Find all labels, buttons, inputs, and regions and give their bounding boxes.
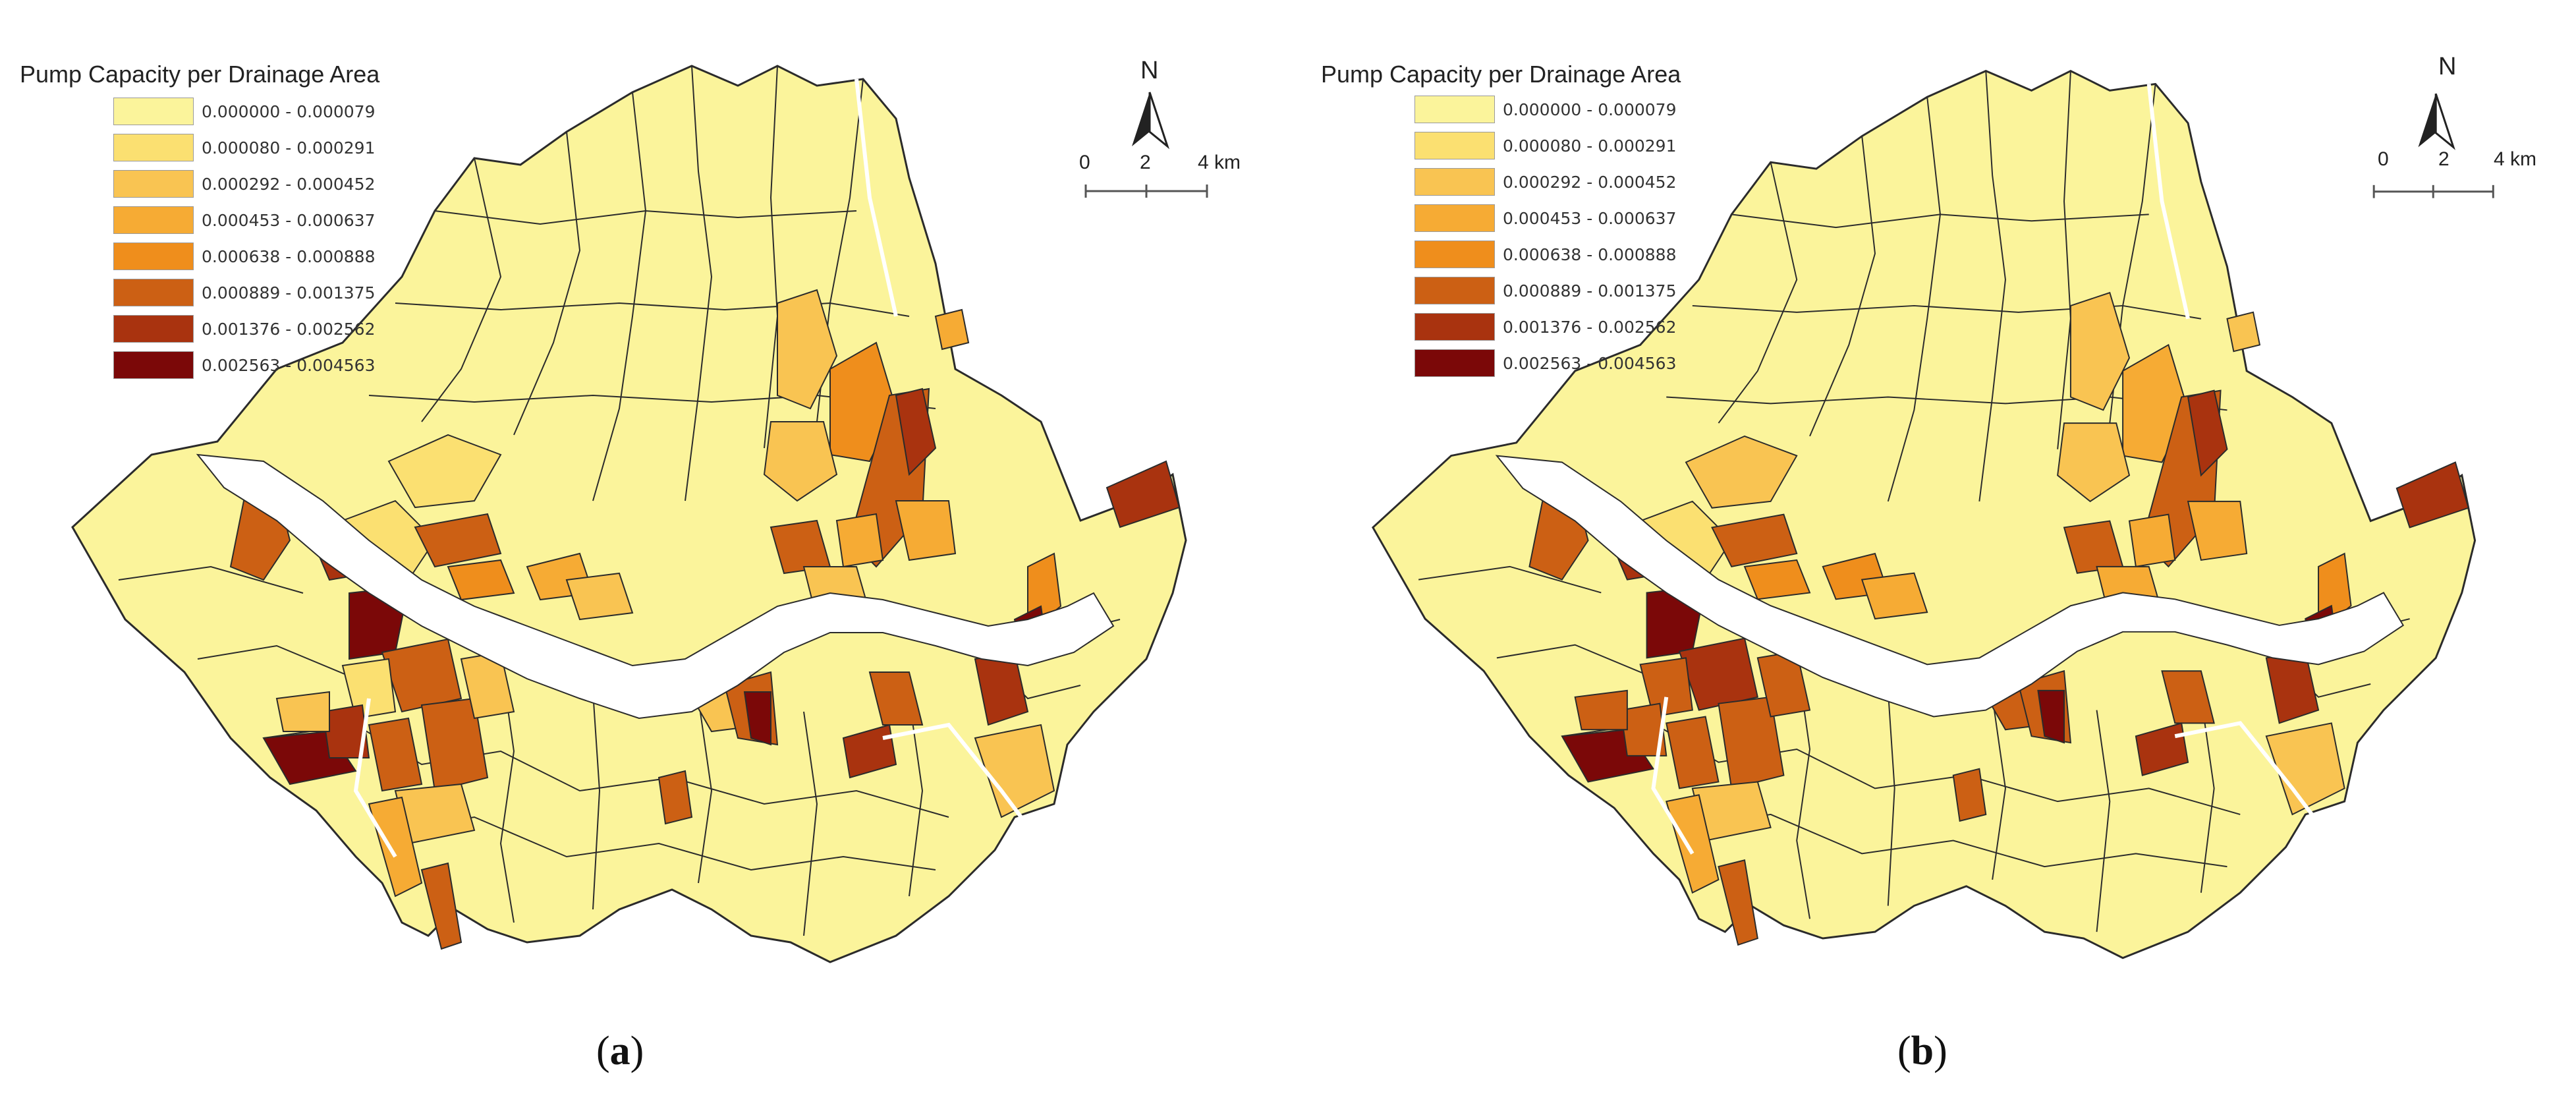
- city-outline: [71, 65, 1187, 963]
- legend-range: 0.000889 - 0.001375: [1503, 281, 1677, 300]
- legend-row: 0.001376 - 0.002562: [1414, 312, 1677, 342]
- legend-row: 0.000453 - 0.000637: [1414, 203, 1677, 233]
- scale-label-4km: 4 km: [2494, 148, 2537, 170]
- north-arrow-icon: [2418, 93, 2455, 150]
- legend-swatch: [113, 351, 194, 379]
- legend-row: 0.000080 - 0.000291: [113, 132, 376, 163]
- legend-swatch: [1414, 132, 1495, 159]
- legend-range: 0.000080 - 0.000291: [1503, 136, 1677, 156]
- legend-range: 0.001376 - 0.002562: [202, 319, 376, 339]
- legend-swatch: [113, 279, 194, 306]
- legend-swatch: [1414, 313, 1495, 341]
- legend-range: 0.000638 - 0.000888: [1503, 244, 1677, 264]
- legend-row: 0.000080 - 0.000291: [1414, 130, 1677, 161]
- choropleth-map-a: [71, 65, 1208, 963]
- scale-label-2: 2: [1140, 152, 1151, 173]
- legend-row: 0.000292 - 0.000452: [113, 169, 376, 199]
- scale-bar: [2372, 185, 2494, 198]
- scale-label-0: 0: [1079, 152, 1090, 173]
- legend-swatch: [113, 134, 194, 161]
- legend-range: 0.000638 - 0.000888: [202, 246, 376, 266]
- legend-row: 0.002563 - 0.004563: [1414, 348, 1677, 378]
- legend-row: 0.000453 - 0.000637: [113, 205, 376, 235]
- legend-swatch: [113, 98, 194, 125]
- legend-swatch: [1414, 168, 1495, 196]
- legend-range: 0.002563 - 0.004563: [1503, 353, 1677, 373]
- legend-swatch: [113, 315, 194, 343]
- legend-title: Pump Capacity per Drainage Area: [1321, 61, 1681, 88]
- panel-caption-a: (a): [596, 1029, 644, 1073]
- legend-row: 0.000889 - 0.001375: [113, 277, 376, 308]
- legend-swatch: [113, 206, 194, 234]
- legend-range: 0.000453 - 0.000637: [1503, 208, 1677, 228]
- scale-label-4km: 4 km: [1198, 152, 1241, 173]
- legend-swatch: [113, 243, 194, 270]
- north-label: N: [2438, 53, 2457, 80]
- scale-bar: [1084, 185, 1208, 198]
- legend-swatch: [1414, 277, 1495, 304]
- north-label: N: [1140, 57, 1159, 84]
- legend-range: 0.000080 - 0.000291: [202, 138, 376, 157]
- legend-row: 0.000638 - 0.000888: [113, 241, 376, 271]
- legend-range: 0.000453 - 0.000637: [202, 210, 376, 230]
- legend-swatch: [1414, 349, 1495, 377]
- legend-range: 0.002563 - 0.004563: [202, 355, 376, 375]
- map-panel-b: Pump Capacity per Drainage Area 0.000000…: [1301, 0, 2576, 1113]
- north-arrow-icon: [1132, 92, 1170, 150]
- scale-label-2: 2: [2438, 148, 2450, 170]
- legend-swatch: [113, 170, 194, 198]
- legend-row: 0.000000 - 0.000079: [1414, 94, 1677, 125]
- legend-range: 0.000000 - 0.000079: [1503, 100, 1677, 119]
- panel-caption-b: (b): [1897, 1029, 1947, 1073]
- choropleth-map-b: [1371, 69, 2494, 959]
- legend-row: 0.001376 - 0.002562: [113, 314, 376, 344]
- legend-swatch: [1414, 96, 1495, 123]
- legend-range: 0.000000 - 0.000079: [202, 101, 376, 121]
- legend-row: 0.000889 - 0.001375: [1414, 275, 1677, 306]
- legend-row: 0.000638 - 0.000888: [1414, 239, 1677, 270]
- legend-range: 0.001376 - 0.002562: [1503, 317, 1677, 337]
- han-river: [196, 453, 1115, 720]
- map-panel-a: Pump Capacity per Drainage Area 0.000000…: [20, 57, 1241, 1073]
- legend-swatch: [1414, 241, 1495, 268]
- han-river: [1495, 455, 2405, 718]
- legend-row: 0.000000 - 0.000079: [113, 96, 376, 127]
- legend-swatch: [1414, 204, 1495, 232]
- legend-row: 0.000292 - 0.000452: [1414, 167, 1677, 197]
- legend-range: 0.000292 - 0.000452: [202, 174, 376, 194]
- legend-range: 0.000889 - 0.001375: [202, 283, 376, 302]
- legend-range: 0.000292 - 0.000452: [1503, 172, 1677, 192]
- scale-label-0: 0: [2378, 148, 2389, 170]
- legend-title: Pump Capacity per Drainage Area: [20, 61, 380, 88]
- legend-row: 0.002563 - 0.004563: [113, 350, 376, 380]
